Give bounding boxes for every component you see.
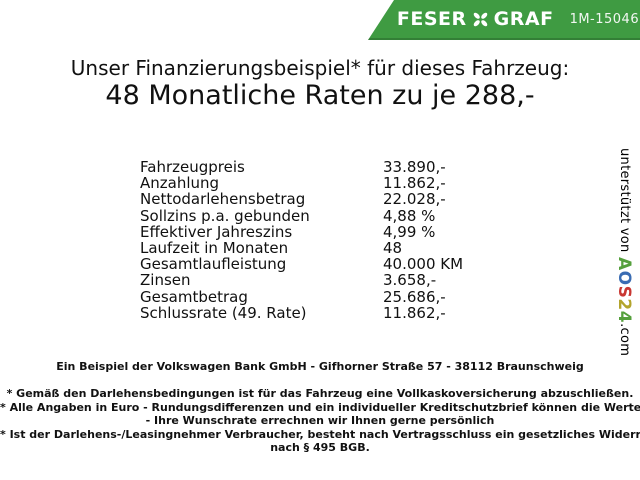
footnote-line: * Ist der Darlehens-/Leasingnehmer Verbr… xyxy=(0,427,640,441)
row-label: Gesamtbetrag xyxy=(140,287,248,306)
row-label: Fahrzeugpreis xyxy=(140,158,245,176)
table-row: Laufzeit in Monaten 48 xyxy=(140,240,463,256)
title-block: Unser Finanzierungsbeispiel* für dieses … xyxy=(0,56,640,111)
page-subtitle: 48 Monatliche Raten zu je 288,- xyxy=(105,80,535,111)
table-row: Effektiver Jahreszins 4,99 % xyxy=(140,224,463,240)
table-row: Gesamtbetrag 25.686,- xyxy=(140,287,463,306)
finance-table: Fahrzeugpreis 33.890,- Anzahlung 11.862,… xyxy=(140,159,463,321)
table-row: Nettodarlehensbetrag 22.028,- xyxy=(140,191,463,207)
footnote-line: * Gemäß den Darlehensbedingungen ist für… xyxy=(6,387,634,400)
row-value: 40.000 KM xyxy=(383,255,464,274)
row-label: Schlussrate (49. Rate) xyxy=(140,303,307,322)
footnote-line: * Alle Angaben in Euro - Rundungsdiffere… xyxy=(0,400,640,414)
table-row: Zinsen 3.658,- xyxy=(140,272,463,288)
table-row: Gesamtlaufleistung 40.000 KM xyxy=(140,256,463,272)
logo-letter: S xyxy=(614,285,634,299)
table-row: Fahrzeugpreis 33.890,- xyxy=(140,159,463,175)
footnotes: * Gemäß den Darlehensbedingungen ist für… xyxy=(0,387,640,455)
row-value: 3.658,- xyxy=(383,271,437,290)
logo-letter: 4 xyxy=(614,310,634,324)
row-label: Zinsen xyxy=(140,271,191,290)
brand-logo: FESER GRAF xyxy=(397,8,554,30)
footnote-line: - Ihre Wunschrate errechnen wir Ihnen ge… xyxy=(145,414,495,427)
logo-letter: A xyxy=(614,257,634,271)
row-label: Laufzeit in Monaten xyxy=(140,239,289,258)
supporter-prefix: unterstützt von xyxy=(617,148,632,257)
row-value: 4,99 % xyxy=(383,222,436,241)
table-row: Schlussrate (49. Rate) 11.862,- xyxy=(140,305,463,321)
row-label: Gesamtlaufleistung xyxy=(140,255,287,274)
row-value: 33.890,- xyxy=(383,158,446,176)
page-title: Unser Finanzierungsbeispiel* für dieses … xyxy=(70,56,570,80)
logo-letter: O xyxy=(614,270,634,286)
supporter-suffix: .com xyxy=(617,323,632,357)
header-banner: FESER GRAF 1M-15046 xyxy=(368,0,640,40)
row-value: 11.862,- xyxy=(383,303,446,322)
row-value: 48 xyxy=(383,239,403,258)
row-value: 11.862,- xyxy=(383,174,446,193)
brand-part1: FESER xyxy=(396,8,467,30)
vehicle-id-badge: 1M-15046 xyxy=(569,11,640,27)
row-value: 4,88 % xyxy=(383,206,436,225)
brand-part2: GRAF xyxy=(493,8,554,30)
clover-icon xyxy=(472,11,489,28)
aos24-logo: AOS24 xyxy=(614,257,634,323)
row-value: 25.686,- xyxy=(383,287,446,306)
supporter-vertical-text: unterstützt von AOS24.com xyxy=(614,148,634,356)
bank-example-line: Ein Beispiel der Volkswagen Bank GmbH - … xyxy=(56,360,584,373)
row-label: Nettodarlehensbetrag xyxy=(140,190,306,209)
row-value: 22.028,- xyxy=(383,190,446,209)
logo-letter: 2 xyxy=(614,298,634,311)
row-label: Sollzins p.a. gebunden xyxy=(140,206,310,225)
table-row: Anzahlung 11.862,- xyxy=(140,175,463,191)
row-label: Effektiver Jahreszins xyxy=(140,222,293,241)
row-label: Anzahlung xyxy=(140,174,220,193)
table-row: Sollzins p.a. gebunden 4,88 % xyxy=(140,206,463,225)
footnote-line: nach § 495 BGB. xyxy=(270,441,370,454)
